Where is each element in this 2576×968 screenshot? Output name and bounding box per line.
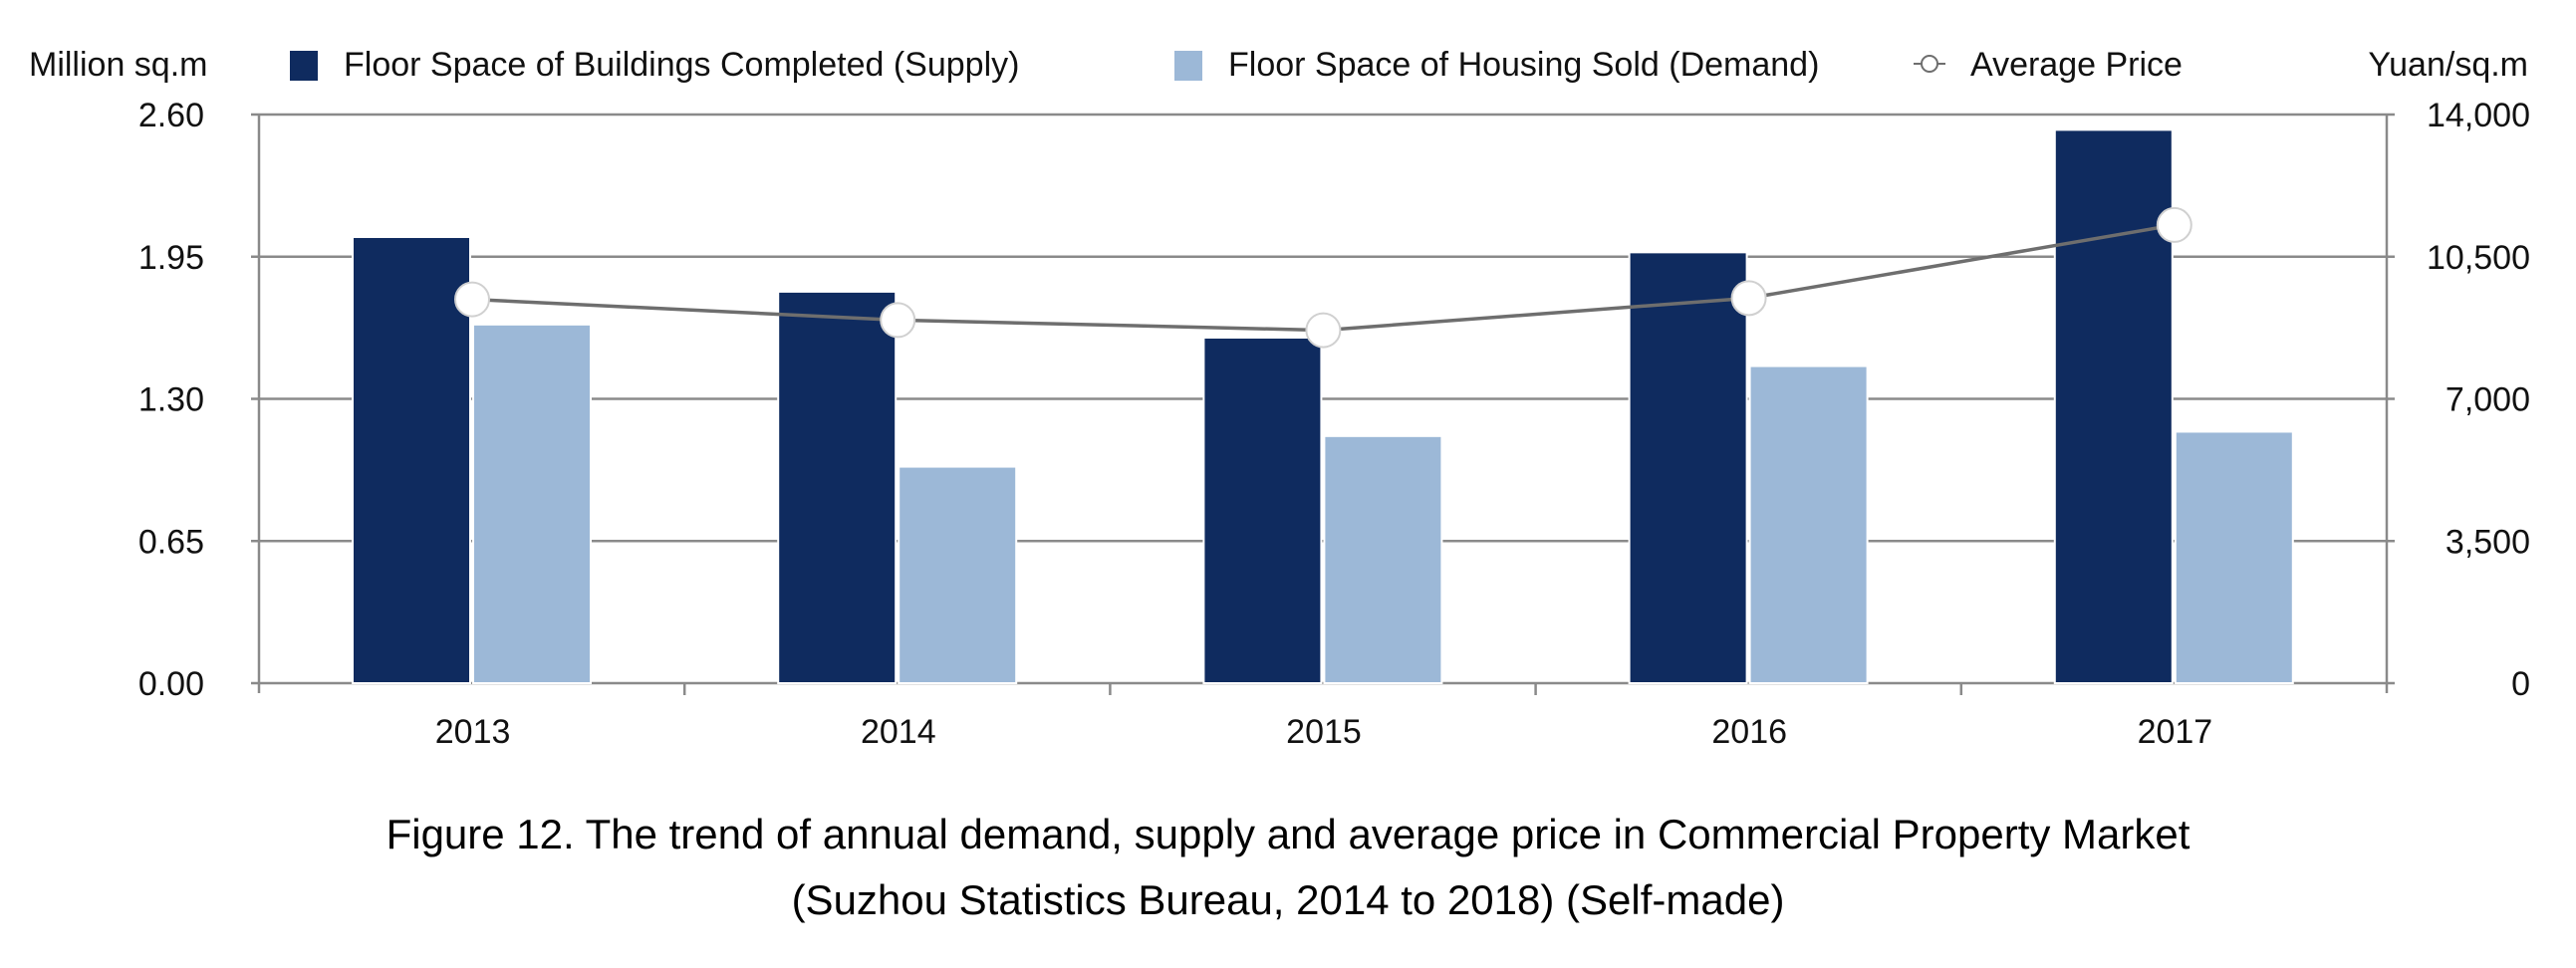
- bar-demand-2016: [1748, 364, 1869, 684]
- price-point-2016: [1730, 280, 1767, 317]
- right-tick-label: 7,000: [2446, 381, 2530, 419]
- price-point-2014: [880, 302, 916, 339]
- legend-label-demand: Floor Space of Housing Sold (Demand): [1228, 46, 1819, 84]
- bar-supply-2013: [352, 235, 471, 684]
- bar-demand-2017: [2174, 430, 2294, 685]
- left-tick-label: 1.95: [138, 239, 204, 277]
- left-tick-label: 0.65: [138, 523, 204, 561]
- x-tick-label: 2015: [1286, 713, 1362, 751]
- legend-swatch-supply: [290, 51, 318, 81]
- right-tick-label: 0: [2511, 665, 2530, 703]
- left-tick-label: 2.60: [138, 97, 204, 134]
- bar-demand-2014: [898, 465, 1018, 685]
- x-tick-label: 2016: [1711, 713, 1787, 751]
- x-tick-label: 2017: [2138, 713, 2213, 751]
- x-tick-label: 2014: [861, 713, 936, 751]
- price-point-2013: [454, 281, 490, 318]
- right-tick-label: 10,500: [2427, 239, 2530, 277]
- bar-demand-2013: [472, 323, 592, 684]
- left-tick-label: 0.00: [138, 665, 204, 703]
- bar-supply-2015: [1202, 337, 1323, 684]
- x-tick-label: 2013: [435, 713, 511, 751]
- bar-supply-2014: [777, 290, 898, 684]
- legend-label-price: Average Price: [1970, 46, 2183, 84]
- axes: 0.00 0.65 1.30 1.95 2.60 0 3,500 7,000 10,500 14,…: [138, 97, 2530, 751]
- bars: [352, 128, 2294, 685]
- legend-swatch-demand: [1174, 51, 1202, 81]
- price-line: [454, 206, 2192, 349]
- price-point-2017: [2156, 206, 2192, 243]
- left-axis-label: Million sq.m: [29, 46, 207, 84]
- bar-supply-2016: [1628, 251, 1748, 684]
- legend-marker-price: [1921, 55, 1938, 73]
- right-tick-label: 14,000: [2427, 97, 2530, 134]
- figure-caption-line2: (Suzhou Statistics Bureau, 2014 to 2018)…: [792, 876, 1785, 923]
- right-axis-label: Yuan/sq.m: [2368, 46, 2528, 84]
- right-tick-label: 3,500: [2446, 523, 2530, 561]
- bar-demand-2015: [1323, 434, 1443, 685]
- left-tick-label: 1.30: [138, 381, 204, 419]
- bar-supply-2017: [2053, 128, 2174, 685]
- figure-caption-line1: Figure 12. The trend of annual demand, s…: [386, 811, 2190, 857]
- gridlines: [251, 113, 2395, 685]
- legend-label-supply: Floor Space of Buildings Completed (Supp…: [344, 46, 1019, 84]
- price-point-2015: [1305, 312, 1342, 349]
- legend: Floor Space of Buildings Completed (Supp…: [290, 46, 2183, 84]
